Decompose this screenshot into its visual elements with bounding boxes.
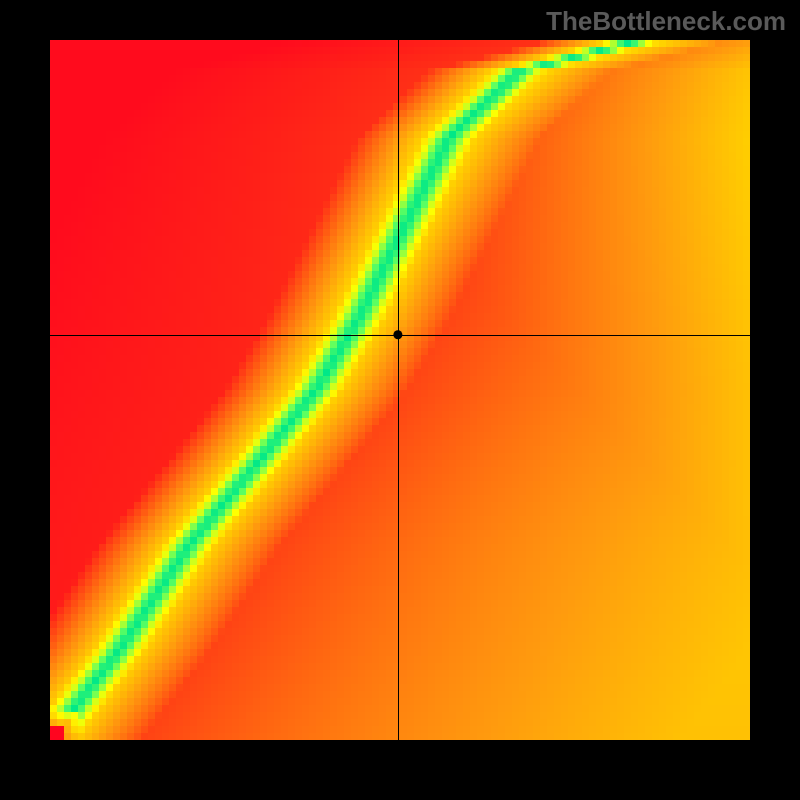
bottleneck-heatmap — [50, 40, 750, 740]
chart-container: TheBottleneck.com — [0, 0, 800, 800]
watermark-text: TheBottleneck.com — [546, 6, 786, 37]
